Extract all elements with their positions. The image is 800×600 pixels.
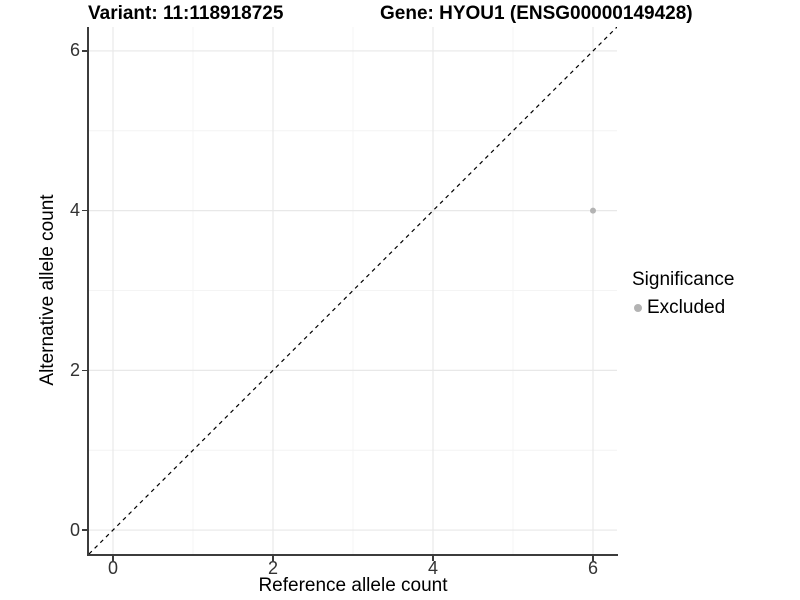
plot-panel: [89, 27, 617, 554]
legend-title: Significance: [632, 269, 735, 290]
legend-entry-excluded: Excluded: [632, 297, 734, 319]
x-tick-label: 4: [427, 558, 438, 578]
x-tick-label: 2: [267, 558, 278, 578]
y-tick-label: 4: [69, 200, 80, 221]
y-axis-title: Alternative allele count: [37, 194, 58, 386]
y-tick-mark: [82, 50, 88, 52]
x-tick-mark: [112, 555, 114, 561]
x-tick-mark: [272, 555, 274, 561]
legend: Significance Excluded: [632, 269, 734, 319]
x-tick-mark: [432, 555, 434, 561]
y-tick-label: 2: [69, 359, 80, 380]
y-tick-label: 0: [69, 519, 80, 540]
plot-title-gene: Gene: HYOU1 (ENSG00000149428): [380, 3, 693, 24]
legend-point-icon: [634, 304, 642, 312]
x-axis-title: Reference allele count: [258, 575, 448, 596]
y-tick-mark: [82, 529, 88, 531]
plot-canvas: [89, 27, 617, 554]
y-tick-label: 6: [69, 40, 80, 61]
y-tick-mark: [82, 369, 88, 372]
plot-title-variant: Variant: 11:118918725: [88, 3, 284, 24]
y-tick-mark: [82, 209, 88, 212]
y-axis-line: [87, 27, 89, 556]
data-point-excluded: [590, 207, 596, 214]
x-tick-mark: [592, 555, 594, 561]
x-tick-label: 6: [587, 558, 598, 578]
x-axis-line: [87, 554, 618, 556]
legend-entry-label: Excluded: [647, 297, 726, 318]
x-tick-label: 0: [107, 558, 118, 578]
